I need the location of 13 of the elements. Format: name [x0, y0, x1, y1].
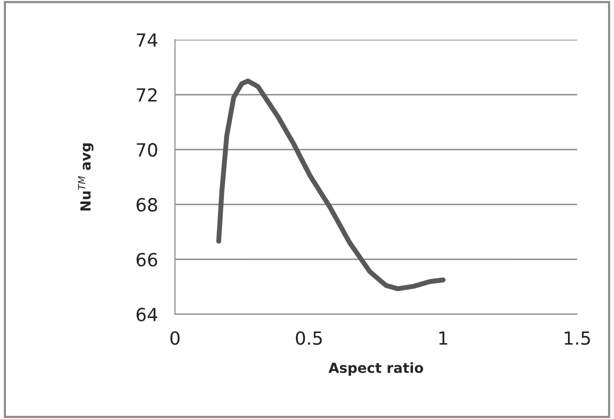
x-tick-label: 1.5 [564, 331, 590, 345]
x-axis-title: Aspect ratio [328, 362, 424, 376]
y-tick-label: 64 [136, 308, 158, 322]
y-tick-label: 72 [136, 88, 157, 102]
y-tick-label: 66 [136, 252, 158, 266]
y-axis-title: Nu$^{TM}$ avg [78, 143, 94, 211]
y-tick-label: 70 [136, 143, 158, 157]
y-tick-label: 68 [136, 198, 158, 212]
x-tick-label: 1 [439, 331, 448, 345]
x-tick-label: 0 [170, 331, 180, 345]
line-series [216, 78, 446, 292]
y-tick-label: 74 [136, 34, 158, 47]
x-tick-label: 0.5 [296, 331, 322, 345]
